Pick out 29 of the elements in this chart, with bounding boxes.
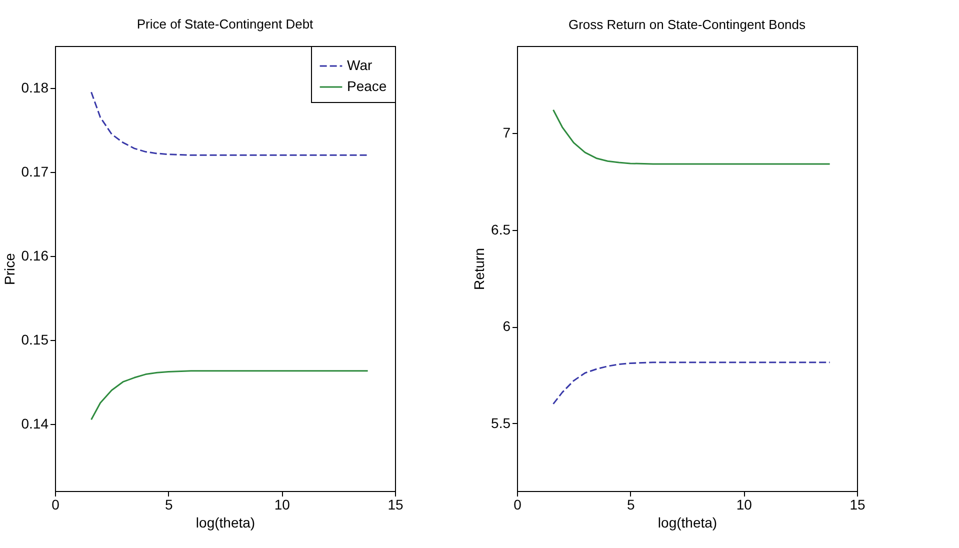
- x-tick-label: 5: [626, 496, 635, 512]
- y-tick-label: 0.18: [21, 79, 49, 96]
- y-axis-title: Price: [1, 252, 18, 285]
- chart-title: Gross Return on State-Contingent Bonds: [568, 17, 806, 32]
- y-tick-label: 6: [502, 318, 511, 334]
- line-series: [90, 370, 369, 420]
- y-tick-label: 0.16: [21, 247, 49, 264]
- line-series: [552, 109, 831, 165]
- y-tick-label: 5.5: [491, 414, 511, 431]
- legend-label: Peace: [347, 78, 387, 94]
- x-axis-title: log(theta): [196, 514, 256, 530]
- x-tick-label: 0: [514, 496, 522, 512]
- x-tick-label: 15: [850, 496, 866, 512]
- y-tick-label: 0.15: [21, 331, 49, 348]
- x-tick-label: 10: [274, 496, 290, 512]
- x-axis-title: log(theta): [658, 514, 718, 530]
- y-tick-label: 0.17: [21, 163, 49, 180]
- x-tick-label: 10: [736, 496, 752, 512]
- legend-label: War: [347, 57, 372, 73]
- line-series: [552, 362, 831, 405]
- x-tick-label: 0: [52, 496, 60, 512]
- y-tick-label: 7: [502, 124, 511, 141]
- y-tick-label: 6.5: [491, 221, 511, 238]
- x-tick-label: 15: [388, 496, 404, 512]
- y-axis-title: Return: [471, 248, 488, 290]
- x-tick-label: 5: [164, 496, 173, 512]
- line-series: [90, 91, 369, 156]
- y-tick-label: 0.14: [21, 415, 49, 432]
- chart-title: Price of State-Contingent Debt: [136, 16, 314, 32]
